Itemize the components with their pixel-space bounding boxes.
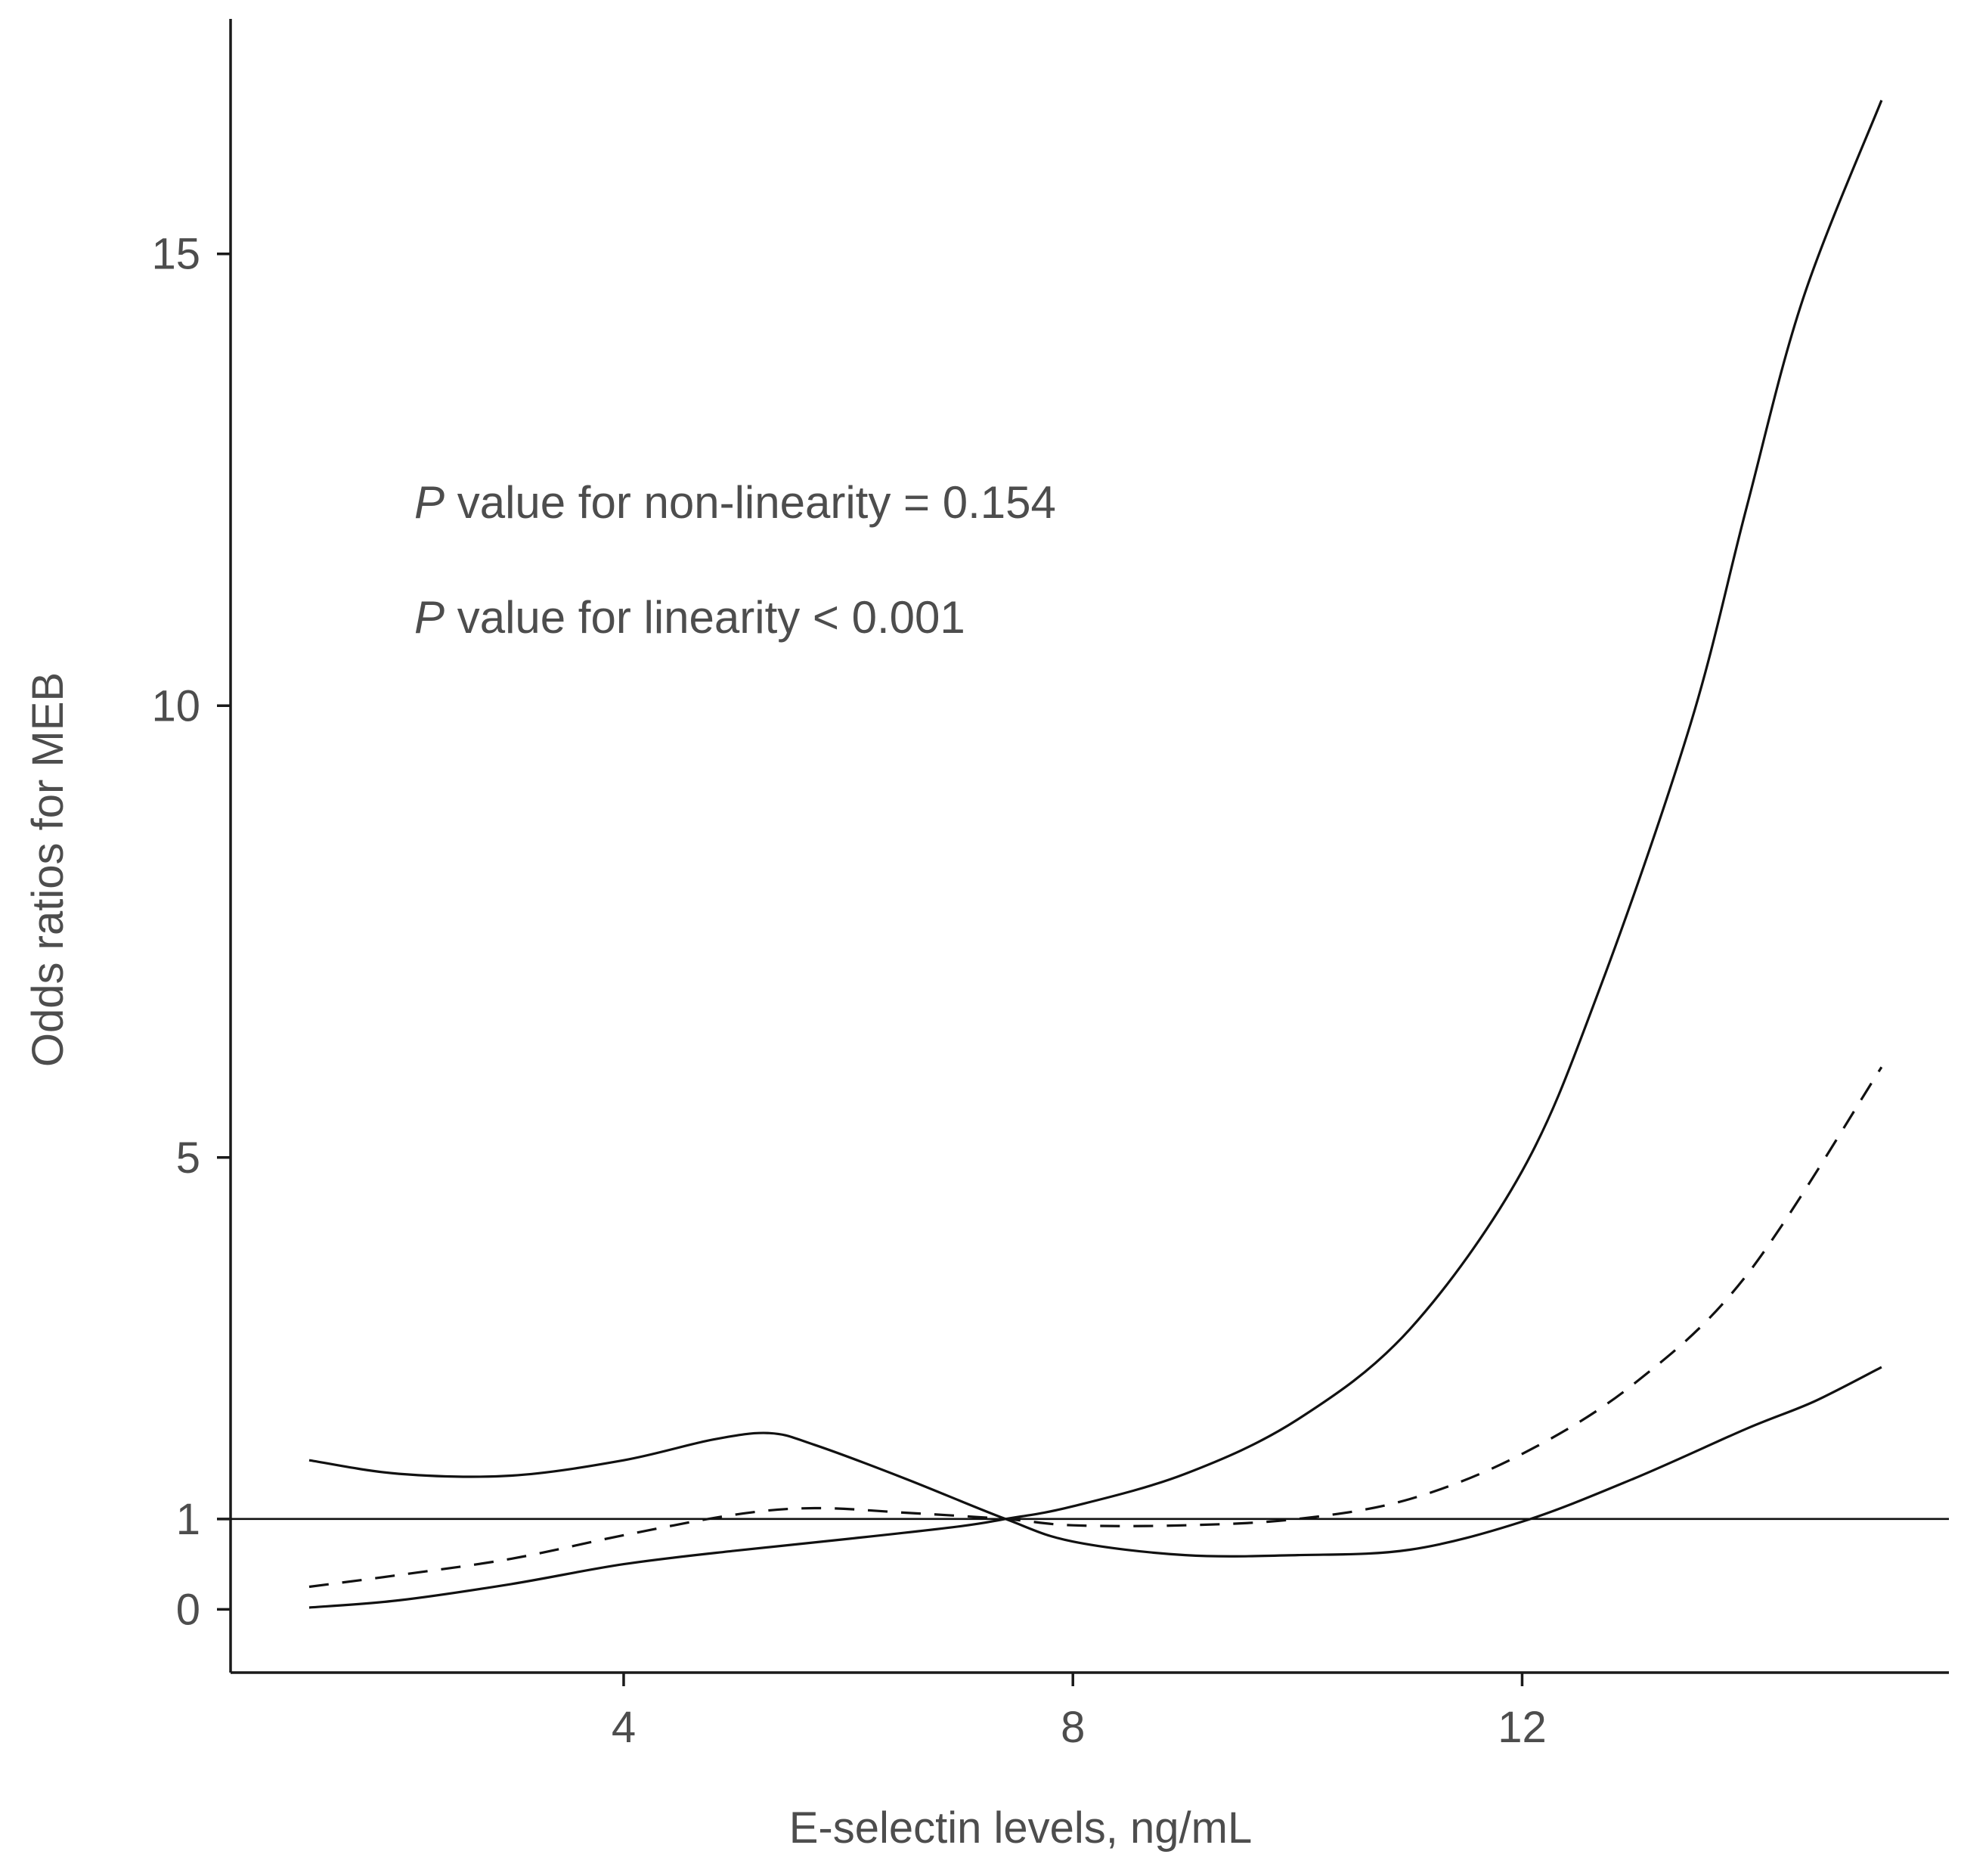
y-tick-label: 15 xyxy=(151,230,200,279)
annotation-linearity-p: P xyxy=(414,592,445,643)
y-tick-label: 0 xyxy=(176,1585,200,1634)
ci-lower-curve xyxy=(308,100,1883,1609)
annotation-nonlinearity-text: value for non-linearity = 0.154 xyxy=(445,477,1056,528)
x-tick-label: 4 xyxy=(612,1703,636,1752)
x-tick-label: 8 xyxy=(1061,1703,1085,1752)
annotation-nonlinearity: P value for non-linearity = 0.154 xyxy=(414,477,1056,528)
y-axis-title: Odds ratios for MEB xyxy=(23,672,73,1067)
y-tick-label: 5 xyxy=(176,1133,200,1183)
ci-upper-curve xyxy=(308,1366,1882,1558)
annotation-linearity: P value for linearity < 0.001 xyxy=(414,592,965,643)
annotation-linearity-text: value for linearity < 0.001 xyxy=(445,592,965,643)
y-tick-label: 1 xyxy=(176,1495,200,1544)
x-axis-title: E-selectin levels, ng/mL xyxy=(789,1803,1252,1853)
y-tick-label: 10 xyxy=(151,681,200,730)
or-curve xyxy=(308,1066,1883,1589)
annotation-nonlinearity-p: P xyxy=(414,477,445,528)
x-tick-label: 12 xyxy=(1498,1703,1547,1752)
